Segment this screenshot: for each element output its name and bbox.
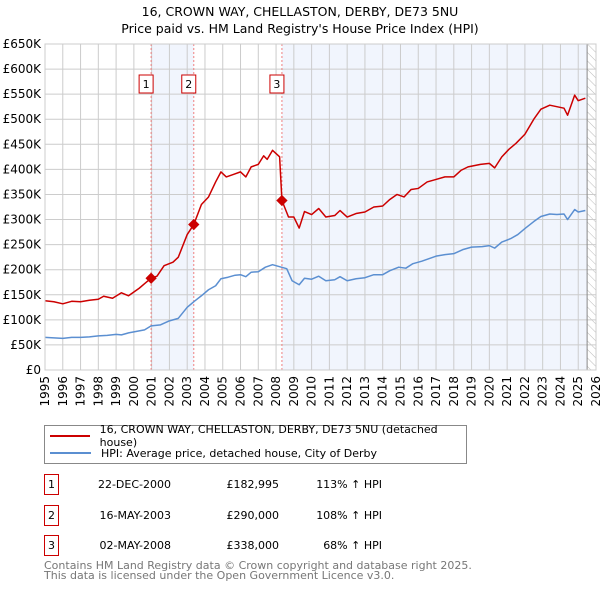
y-tick-label: £0 — [26, 363, 41, 377]
sale-number: 3 — [44, 535, 59, 556]
x-tick-label: 2014 — [376, 376, 390, 407]
footer-copyright: Contains HM Land Registry data © Crown c… — [44, 559, 472, 572]
shaded-range — [281, 44, 588, 370]
sale-label-box — [269, 74, 285, 94]
sale-point — [276, 194, 288, 207]
forecast-hatch — [587, 44, 596, 370]
property-price-line — [44, 94, 586, 305]
x-tick-label: 2015 — [393, 376, 407, 407]
y-tick-label: £300K — [3, 213, 43, 227]
plot-border — [44, 43, 597, 371]
x-tick-label: 1995 — [38, 376, 52, 407]
x-tick-label: 2009 — [287, 376, 301, 407]
footer-licence: This data is licensed under the Open Gov… — [44, 569, 395, 582]
y-tick-label: £650K — [3, 37, 43, 51]
y-tick-label: £150K — [3, 288, 43, 302]
chart-subtitle: Price paid vs. HM Land Registry's House … — [121, 21, 479, 36]
hpi-line — [44, 208, 586, 340]
x-tick-label: 2016 — [411, 376, 425, 407]
legend-item-property: 16, CROWN WAY, CHELLASTON, DERBY, DE73 5… — [45, 423, 466, 449]
x-tick-label: 2023 — [536, 376, 550, 407]
table-row: 1 22-DEC-2000 £182,995 113% ↑ HPI — [44, 474, 464, 495]
sale-label: 2 — [185, 78, 192, 91]
y-tick-label: £600K — [3, 62, 43, 76]
legend-swatch-hpi — [50, 452, 91, 454]
x-tick-label: 2007 — [251, 376, 265, 407]
sale-label-box — [138, 74, 154, 94]
x-tick-label: 2000 — [127, 376, 141, 407]
x-tick-label: 2002 — [162, 376, 176, 407]
x-tick-label: 2022 — [518, 376, 532, 407]
y-tick-label: £500K — [3, 112, 43, 126]
sale-price: £338,000 — [226, 539, 280, 552]
chart-title: 16, CROWN WAY, CHELLASTON, DERBY, DE73 5… — [141, 4, 459, 19]
table-row: 3 02-MAY-2008 £338,000 68% ↑ HPI — [44, 535, 464, 556]
x-tick-label: 2018 — [447, 376, 461, 407]
x-tick-label: 2024 — [553, 376, 567, 407]
price-chart: 1995 1996 1997 1998 1999 2000 2001 2002 2003 2004… — [3, 37, 600, 407]
y-tick-label: £50K — [10, 338, 42, 352]
legend: 16, CROWN WAY, CHELLASTON, DERBY, DE73 5… — [44, 423, 467, 464]
sale-date: 22-DEC-2000 — [97, 478, 171, 491]
y-tick-label: £100K — [3, 313, 43, 327]
x-tick-label: 2013 — [358, 376, 372, 407]
x-tick-label: 2012 — [340, 376, 354, 407]
x-tick-label: 1998 — [91, 376, 105, 407]
table-row: 2 16-MAY-2003 £290,000 108% ↑ HPI — [44, 505, 464, 526]
y-tick-label: £350K — [3, 187, 43, 201]
x-tick-label: 2008 — [269, 376, 283, 407]
sale-label: 1 — [143, 78, 150, 91]
sale-hpi-change: 68% ↑ HPI — [323, 539, 382, 552]
sale-number: 1 — [44, 474, 59, 495]
y-tick-label: £250K — [3, 238, 43, 252]
x-tick-label: 1996 — [56, 376, 70, 407]
sale-hpi-change: 108% ↑ HPI — [316, 509, 382, 522]
x-tick-label: 2001 — [145, 376, 159, 407]
shaded-range — [151, 44, 194, 370]
sale-price: £182,995 — [226, 478, 280, 491]
x-tick-label: 2025 — [571, 376, 585, 407]
x-tick-label: 1997 — [74, 376, 88, 407]
x-tick-label: 2011 — [322, 376, 336, 407]
x-tick-label: 2004 — [198, 376, 212, 407]
sale-number: 2 — [44, 505, 59, 526]
sale-point — [145, 272, 157, 284]
x-tick-label: 2003 — [180, 376, 194, 407]
sale-label: 3 — [273, 78, 280, 91]
x-tick-label: 2021 — [500, 376, 514, 407]
x-tick-label: 1999 — [109, 376, 123, 407]
sale-label-box — [181, 74, 197, 94]
legend-item-hpi: HPI: Average price, detached house, City… — [45, 445, 377, 461]
x-tick-label: 2020 — [482, 376, 496, 407]
sale-date: 16-MAY-2003 — [99, 509, 171, 522]
y-tick-label: £200K — [3, 263, 43, 277]
y-tick-label: £400K — [3, 162, 43, 176]
legend-label-hpi: HPI: Average price, detached house, City… — [101, 446, 378, 460]
sale-price: £290,000 — [226, 509, 280, 522]
legend-label-property: 16, CROWN WAY, CHELLASTON, DERBY, DE73 5… — [99, 423, 438, 449]
x-tick-label: 2005 — [216, 376, 230, 407]
x-tick-label: 2017 — [429, 376, 443, 407]
y-tick-label: £450K — [3, 137, 43, 151]
legend-swatch-property — [50, 435, 90, 437]
sale-hpi-change: 113% ↑ HPI — [316, 478, 382, 491]
x-tick-label: 2019 — [465, 376, 479, 407]
sale-date: 02-MAY-2008 — [99, 539, 171, 552]
sale-point — [188, 218, 200, 231]
x-tick-label: 2010 — [305, 376, 319, 407]
y-tick-label: £550K — [3, 87, 43, 101]
x-tick-label: 2026 — [589, 376, 600, 407]
x-tick-label: 2006 — [234, 376, 248, 407]
